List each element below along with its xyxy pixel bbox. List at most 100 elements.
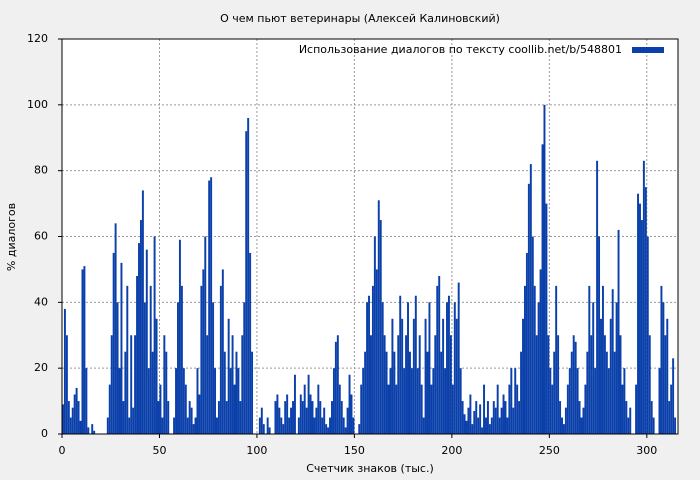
bar bbox=[574, 341, 577, 434]
bar bbox=[477, 417, 480, 434]
bar bbox=[151, 351, 154, 434]
bar bbox=[106, 417, 109, 434]
bar bbox=[584, 384, 587, 434]
bar bbox=[377, 200, 380, 434]
bar bbox=[323, 407, 326, 434]
bar bbox=[299, 394, 302, 434]
bar bbox=[397, 335, 400, 434]
bar bbox=[336, 335, 339, 434]
bar bbox=[364, 351, 367, 434]
bar bbox=[223, 351, 226, 434]
bar bbox=[393, 351, 396, 434]
bar bbox=[237, 368, 240, 434]
bar bbox=[635, 384, 638, 434]
bar bbox=[155, 318, 158, 434]
bar bbox=[428, 302, 431, 434]
bar bbox=[303, 384, 306, 434]
x-axis-label: Счетчик знаков (тыс.) bbox=[306, 462, 434, 475]
bar bbox=[467, 407, 470, 434]
bar bbox=[639, 203, 641, 434]
bar bbox=[338, 384, 341, 434]
bar bbox=[453, 302, 456, 434]
bar bbox=[535, 335, 538, 434]
bar bbox=[418, 335, 421, 434]
chart-title: О чем пьют ветеринары (Алексей Калиновск… bbox=[220, 12, 500, 25]
bar bbox=[153, 236, 156, 434]
bar bbox=[483, 384, 486, 434]
bar bbox=[245, 131, 248, 434]
bar bbox=[520, 351, 523, 434]
bar bbox=[319, 401, 322, 434]
bar bbox=[362, 368, 365, 434]
bar bbox=[518, 401, 521, 434]
bar bbox=[514, 368, 517, 434]
bar bbox=[457, 282, 460, 434]
bar bbox=[128, 417, 131, 434]
bar bbox=[444, 368, 447, 434]
bar bbox=[422, 417, 425, 434]
bar bbox=[551, 384, 554, 434]
bar bbox=[229, 368, 232, 434]
bar bbox=[652, 417, 655, 434]
bar bbox=[561, 417, 563, 434]
bar bbox=[627, 417, 630, 434]
bar bbox=[317, 384, 320, 434]
bar bbox=[233, 384, 236, 434]
bar bbox=[479, 404, 482, 434]
bar bbox=[510, 368, 513, 434]
bar bbox=[268, 427, 271, 434]
bar bbox=[494, 407, 497, 434]
bar bbox=[159, 384, 162, 434]
x-tick-label: 300 bbox=[636, 444, 657, 457]
bar bbox=[147, 368, 150, 434]
bar bbox=[371, 285, 374, 434]
bar bbox=[368, 295, 370, 434]
x-tick-label: 200 bbox=[441, 444, 462, 457]
bar bbox=[629, 407, 632, 434]
y-tick-label: 60 bbox=[34, 230, 48, 243]
bar bbox=[139, 220, 142, 434]
bar bbox=[258, 417, 261, 434]
bar bbox=[658, 368, 661, 434]
bar bbox=[309, 394, 312, 434]
bar bbox=[508, 384, 511, 434]
bar bbox=[449, 335, 452, 434]
bar bbox=[241, 335, 244, 434]
bar bbox=[167, 401, 170, 434]
bar bbox=[434, 335, 437, 434]
bar bbox=[157, 401, 160, 434]
bar bbox=[297, 417, 300, 434]
bar bbox=[79, 420, 82, 434]
x-tick-label: 50 bbox=[152, 444, 166, 457]
bar bbox=[570, 351, 573, 434]
bar bbox=[122, 401, 125, 434]
bar bbox=[340, 401, 343, 434]
bar bbox=[266, 417, 269, 434]
bar bbox=[463, 414, 466, 434]
bar bbox=[594, 368, 597, 434]
bar bbox=[455, 318, 458, 434]
bar bbox=[120, 262, 123, 434]
bar bbox=[416, 368, 419, 434]
bar bbox=[617, 229, 620, 434]
bar bbox=[116, 302, 119, 434]
bar bbox=[619, 335, 622, 434]
bar bbox=[553, 351, 556, 434]
bar bbox=[407, 302, 409, 434]
bar bbox=[239, 401, 242, 434]
bar bbox=[249, 252, 252, 434]
y-tick-label: 0 bbox=[41, 427, 48, 440]
bar bbox=[408, 351, 411, 434]
bar bbox=[539, 269, 542, 434]
bar bbox=[163, 335, 166, 434]
bar bbox=[475, 401, 478, 434]
bar bbox=[145, 249, 148, 434]
bar bbox=[231, 335, 234, 434]
bar bbox=[165, 351, 168, 434]
bar bbox=[186, 417, 189, 434]
bar bbox=[132, 407, 135, 434]
bar bbox=[387, 384, 390, 434]
bar bbox=[446, 302, 448, 434]
bar bbox=[381, 302, 384, 434]
bar bbox=[325, 424, 328, 434]
